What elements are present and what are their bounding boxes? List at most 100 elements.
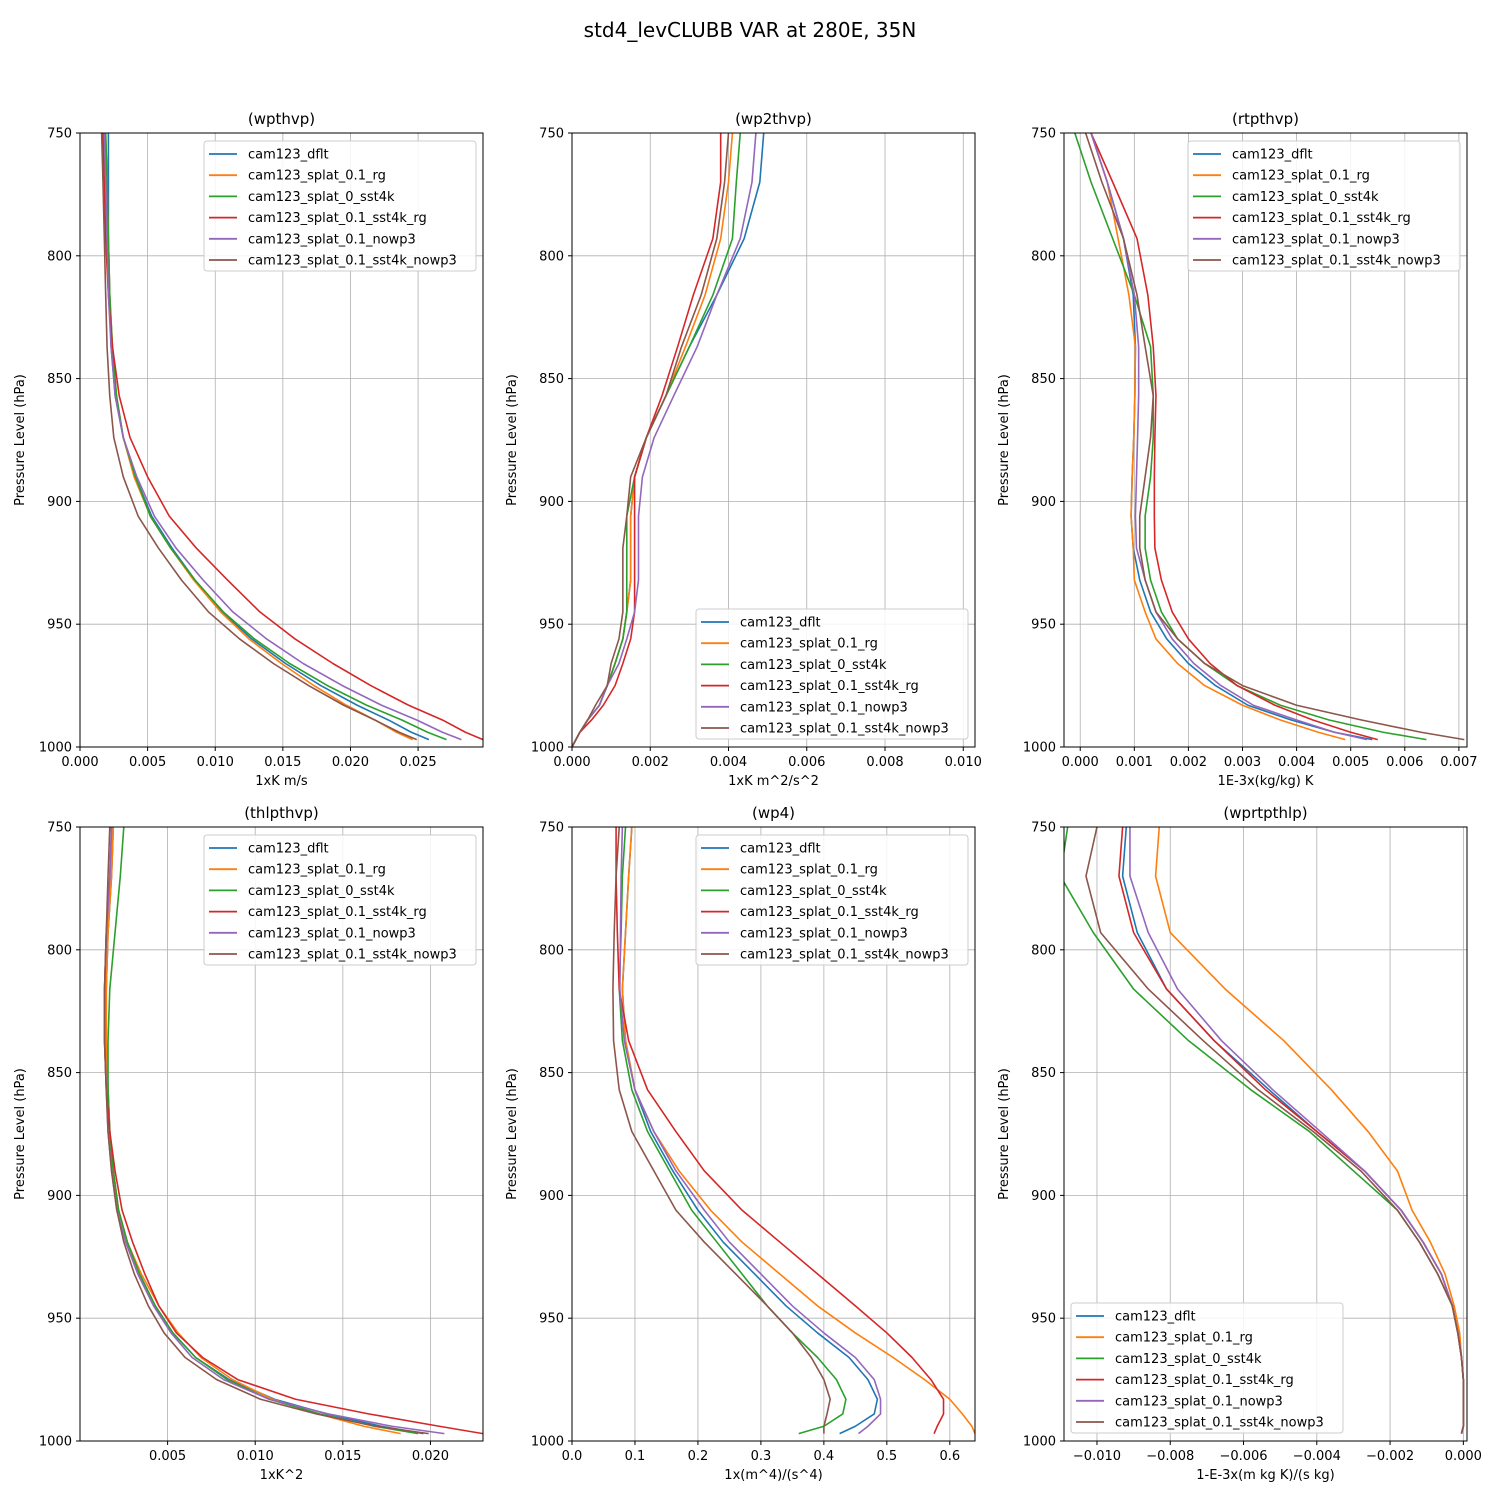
legend-label: cam123_splat_0.1_sst4k_rg	[1232, 211, 1411, 226]
y-tick-label: 800	[47, 943, 72, 958]
y-tick-label: 1000	[39, 741, 72, 756]
legend-label: cam123_splat_0.1_sst4k_rg	[740, 679, 919, 694]
y-tick-label: 1000	[531, 741, 564, 756]
x-tick-label: 0.003	[1224, 755, 1261, 770]
x-tick-label: 0.015	[324, 1449, 361, 1464]
x-tick-label: −0.008	[1146, 1449, 1194, 1464]
legend-label: cam123_splat_0.1_rg	[1115, 1331, 1253, 1346]
x-tick-label: 0.002	[632, 755, 669, 770]
x-tick-label: 0.000	[553, 755, 590, 770]
y-tick-label: 800	[539, 943, 564, 958]
series-line-cam123_splat_0.1_nowp3	[103, 133, 462, 741]
axes-frame	[1063, 826, 1468, 1442]
y-tick-label: 850	[539, 372, 564, 387]
y-tick-label: 900	[539, 495, 564, 510]
axes-frame	[79, 826, 484, 1442]
subplot-title: (thlpthvp)	[244, 804, 319, 822]
y-tick-label: 1000	[1023, 741, 1056, 756]
y-tick-label: 900	[47, 1189, 72, 1204]
legend-label: cam123_splat_0.1_sst4k_rg	[1115, 1373, 1294, 1388]
y-tick-label: 850	[1031, 372, 1056, 387]
x-tick-label: 0.000	[61, 755, 98, 770]
series-line-cam123_splat_0.1_rg	[1090, 133, 1346, 741]
legend-box	[1070, 1302, 1344, 1434]
series-line-cam123_splat_0.1_sst4k_nowp3	[1084, 133, 1465, 741]
x-tick-label: −0.004	[1293, 1449, 1341, 1464]
legend-label: cam123_splat_0.1_rg	[248, 863, 386, 878]
axes-frame	[79, 132, 484, 748]
legend-label: cam123_splat_0.1_sst4k_nowp3	[1115, 1416, 1324, 1431]
legend-label: cam123_dflt	[248, 148, 329, 163]
x-tick-label: 0.005	[129, 755, 166, 770]
y-tick-label: 1000	[1023, 1435, 1056, 1450]
series-line-cam123_splat_0.1_sst4k_nowp3	[572, 133, 730, 747]
series-group	[572, 133, 765, 747]
legend-label: cam123_splat_0.1_rg	[248, 169, 386, 184]
legend-label: cam123_splat_0.1_nowp3	[248, 926, 416, 941]
legend: cam123_dflt cam123_splat_0.1_rg cam123_spl…	[1070, 1302, 1344, 1434]
x-tick-label: 0.005	[1332, 755, 1369, 770]
subplot-title: (wp4)	[752, 804, 795, 822]
legend-label: cam123_dflt	[248, 842, 329, 857]
y-tick-label: 750	[47, 127, 72, 142]
y-tick-label: 850	[47, 1066, 72, 1081]
legend-label: cam123_splat_0_sst4k	[740, 658, 887, 673]
y-tick-label: 800	[1031, 249, 1056, 264]
legend-label: cam123_splat_0.1_sst4k_rg	[248, 905, 427, 920]
y-axis-label: Pressure Level (hPa)	[997, 374, 1012, 506]
x-tick-label: 0.006	[1386, 755, 1423, 770]
x-tick-label: 0.1	[625, 1449, 646, 1464]
subplot-title: (wp2thvp)	[735, 110, 812, 128]
x-tick-label: −0.010	[1073, 1449, 1121, 1464]
legend-label: cam123_splat_0_sst4k	[248, 190, 395, 205]
legend: cam123_dflt cam123_splat_0.1_rg cam123_spl…	[1187, 140, 1461, 272]
legend-label: cam123_dflt	[740, 616, 821, 631]
x-tick-label: 0.015	[264, 755, 301, 770]
x-tick-label: 0.5	[877, 1449, 898, 1464]
subplot-3: 0.000 0.001 0.002 0.003 0.004 0.005 0.006 0.007…	[997, 110, 1477, 789]
x-tick-label: 0.006	[788, 755, 825, 770]
series-line-cam123_splat_0_sst4k	[104, 133, 447, 741]
y-tick-label: 1000	[39, 1435, 72, 1450]
y-tick-label: 950	[47, 618, 72, 633]
y-axis-label: Pressure Level (hPa)	[13, 1068, 28, 1200]
y-tick-label: 900	[47, 495, 72, 510]
subplot-title: (wprtpthlp)	[1223, 804, 1307, 822]
legend-label: cam123_splat_0.1_nowp3	[740, 700, 908, 715]
y-tick-label: 950	[539, 618, 564, 633]
y-tick-label: 950	[539, 1312, 564, 1327]
series-line-cam123_splat_0.1_sst4k_rg	[572, 133, 722, 747]
x-tick-label: 0.000	[1445, 1449, 1482, 1464]
x-axis-label: 1xK m/s	[255, 774, 308, 789]
axes-frame	[571, 826, 976, 1442]
series-line-cam123_splat_0.1_rg	[621, 827, 975, 1434]
y-tick-label: 900	[1031, 1189, 1056, 1204]
legend-label: cam123_splat_0.1_sst4k_rg	[248, 211, 427, 226]
x-axis-label: 1x(m^4)/(s^4)	[724, 1468, 822, 1483]
x-tick-label: 0.3	[751, 1449, 772, 1464]
legend-label: cam123_splat_0_sst4k	[1232, 190, 1379, 205]
x-tick-label: 0.004	[1278, 755, 1315, 770]
x-tick-label: −0.006	[1219, 1449, 1267, 1464]
x-axis-label: 1-E-3x(m kg K)/(s kg)	[1196, 1468, 1334, 1483]
x-tick-label: 0.005	[149, 1449, 186, 1464]
legend-label: cam123_splat_0.1_sst4k_rg	[740, 905, 919, 920]
series-line-cam123_splat_0.1_sst4k_nowp3	[103, 827, 429, 1435]
legend-label: cam123_splat_0.1_sst4k_nowp3	[1232, 254, 1441, 269]
x-axis-label: 1xK^2	[260, 1468, 304, 1483]
y-tick-label: 850	[1031, 1066, 1056, 1081]
y-tick-label: 750	[47, 821, 72, 836]
x-tick-label: 0.008	[866, 755, 903, 770]
y-tick-label: 900	[539, 1189, 564, 1204]
legend-label: cam123_splat_0.1_rg	[740, 863, 878, 878]
y-tick-label: 950	[1031, 1312, 1056, 1327]
x-axis-label: 1E-3x(kg/kg) K	[1218, 774, 1314, 789]
legend-box	[695, 608, 969, 740]
series-line-cam123_splat_0.1_nowp3	[1090, 133, 1368, 741]
x-tick-label: 0.004	[710, 755, 747, 770]
x-tick-label: 0.001	[1116, 755, 1153, 770]
y-axis-label: Pressure Level (hPa)	[13, 374, 28, 506]
legend-box	[203, 140, 477, 272]
x-tick-label: 0.0	[562, 1449, 583, 1464]
